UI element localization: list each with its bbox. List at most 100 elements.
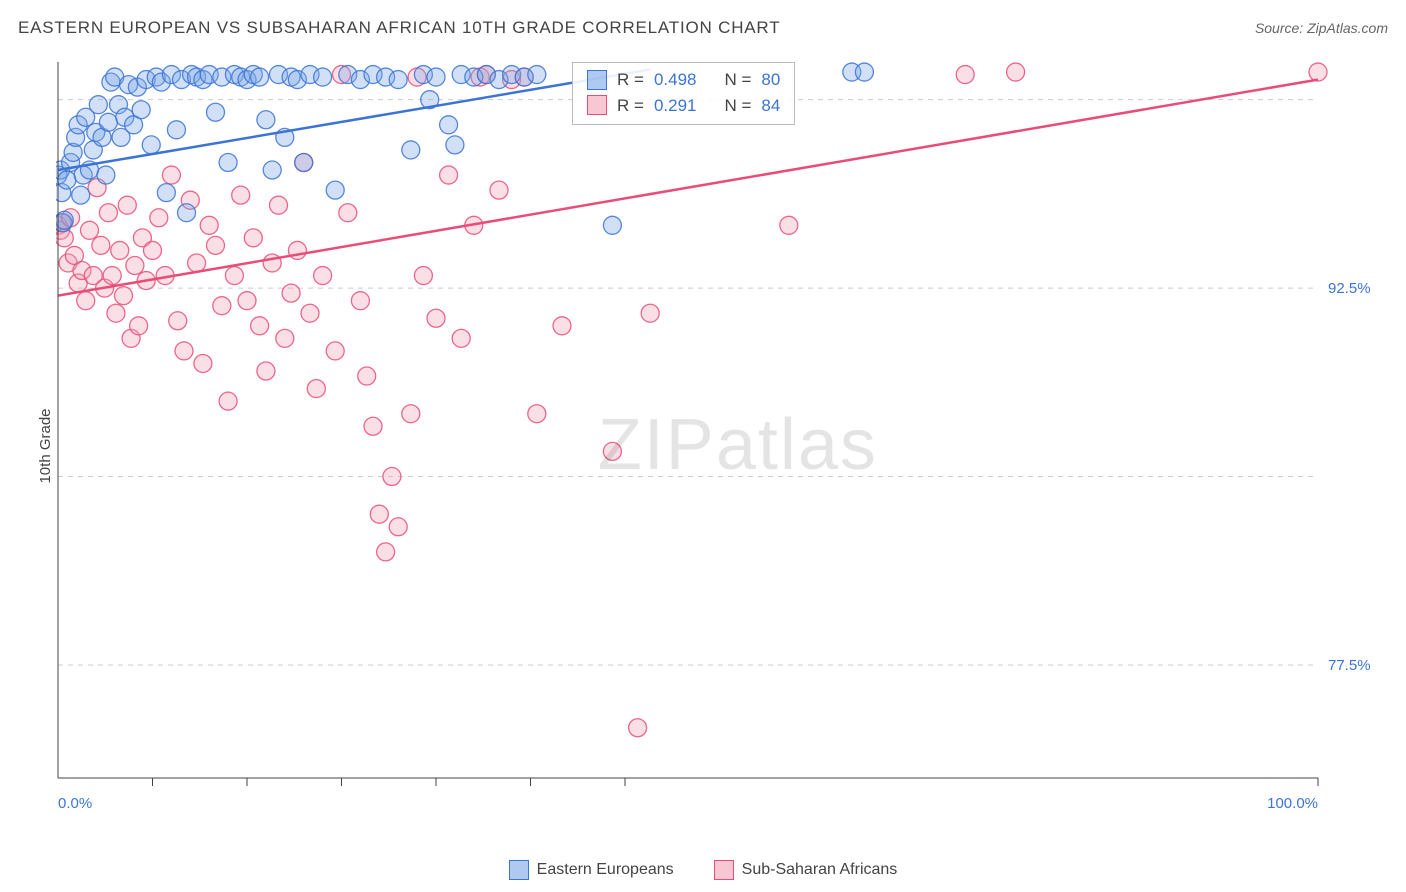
data-point (89, 96, 107, 114)
data-point (440, 166, 458, 184)
data-point (370, 505, 388, 523)
data-point (207, 103, 225, 121)
data-point (244, 229, 262, 247)
data-point (251, 317, 269, 335)
data-point (490, 181, 508, 199)
data-point (351, 292, 369, 310)
data-point (162, 166, 180, 184)
data-point (956, 66, 974, 84)
n-label: N = (724, 93, 751, 119)
data-point (427, 309, 445, 327)
data-point (232, 186, 250, 204)
data-point (641, 304, 659, 322)
data-point (257, 111, 275, 129)
data-point (238, 292, 256, 310)
data-point (194, 354, 212, 372)
data-point (276, 329, 294, 347)
data-point (377, 543, 395, 561)
data-point (144, 241, 162, 259)
data-point (111, 241, 129, 259)
legend-swatch (587, 70, 607, 90)
data-point (270, 196, 288, 214)
data-point (339, 204, 357, 222)
data-point (263, 161, 281, 179)
stats-row: R =0.498N =80 (587, 67, 780, 93)
legend-label: Eastern Europeans (537, 861, 674, 879)
data-point (629, 719, 647, 737)
stats-row: R = 0.291 N = 84 (587, 93, 780, 119)
data-point (314, 267, 332, 285)
data-point (282, 284, 300, 302)
data-point (1309, 63, 1327, 81)
n-label: N = (724, 67, 751, 93)
data-point (314, 68, 332, 86)
data-point (257, 362, 275, 380)
chart-title: EASTERN EUROPEAN VS SUBSAHARAN AFRICAN 1… (18, 18, 780, 38)
data-point (414, 267, 432, 285)
data-point (219, 153, 237, 171)
legend-swatch (714, 860, 734, 880)
chart-header: EASTERN EUROPEAN VS SUBSAHARAN AFRICAN 1… (18, 18, 1388, 38)
data-point (402, 405, 420, 423)
data-point (142, 136, 160, 154)
data-point (1007, 63, 1025, 81)
data-point (389, 71, 407, 89)
data-point (446, 136, 464, 154)
data-point (528, 405, 546, 423)
data-point (427, 68, 445, 86)
source-name: ZipAtlas.com (1307, 20, 1388, 36)
data-point (130, 317, 148, 335)
data-point (188, 254, 206, 272)
source-attribution: Source: ZipAtlas.com (1255, 20, 1388, 36)
data-point (855, 63, 873, 81)
n-value: 80 (761, 67, 780, 93)
data-point (383, 468, 401, 486)
data-point (528, 66, 546, 84)
data-point (99, 204, 117, 222)
legend-item: Sub-Saharan Africans (714, 860, 898, 880)
data-point (295, 153, 313, 171)
data-point (107, 304, 125, 322)
n-value: 84 (761, 93, 780, 119)
legend-swatch (509, 860, 529, 880)
data-point (167, 121, 185, 139)
data-point (219, 392, 237, 410)
data-point (56, 211, 73, 229)
data-point (207, 236, 225, 254)
data-point (103, 267, 121, 285)
data-point (200, 216, 218, 234)
data-point (150, 209, 168, 227)
data-point (115, 287, 133, 305)
data-point (326, 181, 344, 199)
data-point (452, 329, 470, 347)
r-label: R = (617, 93, 644, 119)
legend-swatch (587, 95, 607, 115)
data-point (157, 184, 175, 202)
data-point (92, 236, 110, 254)
data-point (97, 166, 115, 184)
data-point (178, 204, 196, 222)
data-point (440, 116, 458, 134)
data-point (326, 342, 344, 360)
legend-item: Eastern Europeans (509, 860, 674, 880)
data-point (81, 221, 99, 239)
data-point (780, 216, 798, 234)
legend: Eastern Europeans Sub-Saharan Africans (0, 860, 1406, 880)
data-point (307, 380, 325, 398)
data-point (603, 442, 621, 460)
data-point (169, 312, 187, 330)
source-prefix: Source: (1255, 20, 1307, 36)
y-axis-title: 10th Grade (37, 408, 54, 483)
data-point (402, 141, 420, 159)
data-point (126, 256, 144, 274)
data-point (301, 304, 319, 322)
data-point (77, 292, 95, 310)
data-point (389, 518, 407, 536)
data-point (553, 317, 571, 335)
data-point (175, 342, 193, 360)
data-point (118, 196, 136, 214)
data-point (72, 186, 90, 204)
data-point (99, 113, 117, 131)
data-point (603, 216, 621, 234)
r-value: 0.291 (654, 93, 697, 119)
